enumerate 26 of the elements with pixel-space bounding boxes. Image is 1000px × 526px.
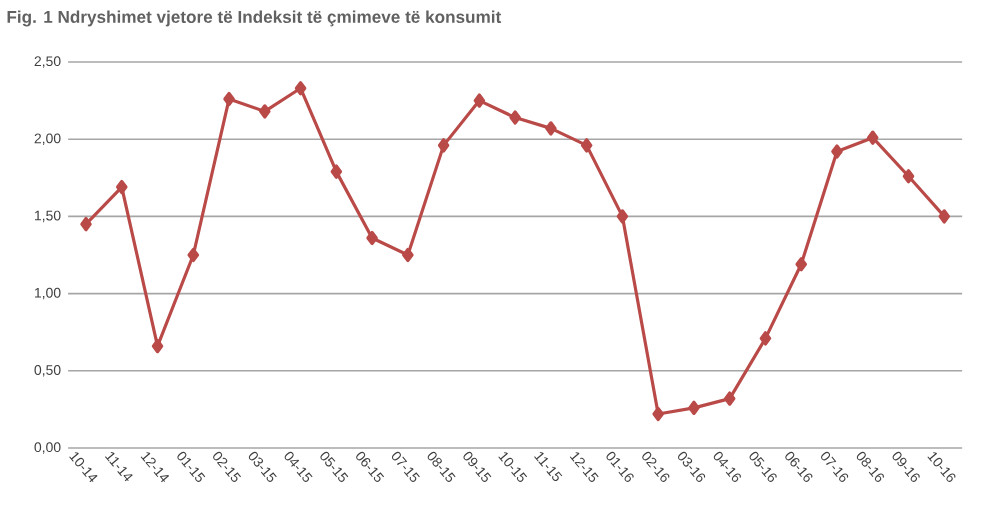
point — [545, 121, 557, 136]
point — [866, 130, 879, 145]
point — [759, 331, 772, 346]
point — [509, 110, 521, 125]
point — [616, 209, 629, 224]
point — [831, 144, 843, 159]
point — [223, 91, 235, 107]
point — [688, 400, 700, 416]
point — [80, 216, 92, 232]
point — [473, 93, 486, 108]
point — [437, 138, 450, 153]
point — [259, 104, 271, 119]
point — [902, 169, 915, 184]
point — [294, 81, 307, 96]
point — [723, 391, 736, 406]
chart-title: Fig. 1 Ndryshimet vjetore të Indeksit të çmimeve të konsumit — [7, 10, 502, 27]
point — [366, 230, 378, 246]
point — [402, 247, 414, 263]
point — [187, 247, 200, 263]
point — [330, 164, 343, 179]
point — [115, 179, 128, 195]
point — [652, 406, 664, 422]
point — [795, 257, 807, 272]
point — [938, 209, 951, 224]
point — [151, 338, 164, 354]
point — [580, 138, 593, 153]
